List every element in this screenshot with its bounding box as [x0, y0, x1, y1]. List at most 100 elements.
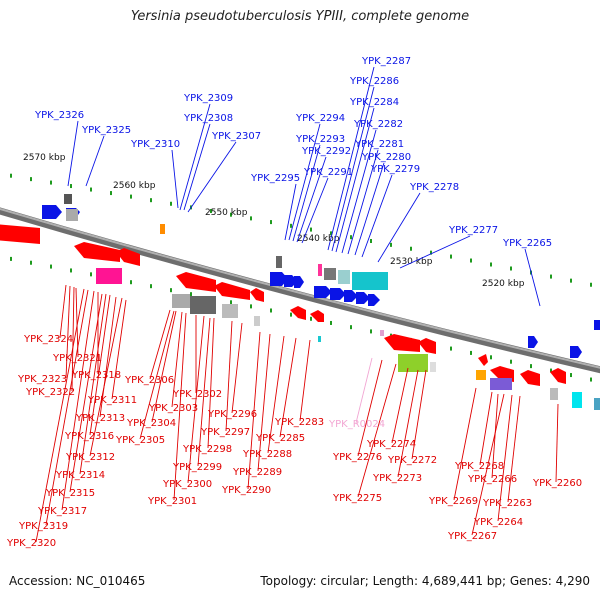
- tick-inner: [250, 304, 252, 309]
- gene-ypk-2285[interactable]: [290, 306, 306, 320]
- gene-label[interactable]: YPK_2326: [34, 110, 84, 121]
- tick-outer: [50, 180, 52, 185]
- gene-label[interactable]: YPK_2278: [409, 182, 459, 193]
- rna-gene-labels: YPK_R0024: [328, 357, 385, 430]
- gene-left-cluster[interactable]: [0, 224, 40, 244]
- gene-label[interactable]: YPK_2280: [361, 152, 411, 163]
- gene-label[interactable]: YPK_2268: [454, 461, 504, 472]
- label-leader-line: [67, 120, 79, 187]
- gene-label[interactable]: YPK_2304: [126, 418, 176, 429]
- gene-ypk-2261[interactable]: [594, 320, 600, 330]
- gene-label[interactable]: YPK_2324: [23, 334, 73, 345]
- gene-label[interactable]: YPK_2319: [18, 521, 68, 532]
- gene-ypk-2274[interactable]: [418, 338, 436, 354]
- gene-label[interactable]: YPK_2296: [207, 409, 257, 420]
- gene-label[interactable]: YPK_2277: [448, 225, 498, 236]
- gene-label[interactable]: YPK_2299: [172, 462, 222, 473]
- gene-label[interactable]: YPK_2265: [502, 238, 552, 249]
- gene-label[interactable]: YPK_2285: [255, 433, 305, 444]
- gene-label[interactable]: YPK_2281: [354, 139, 404, 150]
- gene-label[interactable]: YPK_2279: [370, 164, 420, 175]
- gene-label[interactable]: YPK_2273: [372, 473, 422, 484]
- gene-label[interactable]: YPK_2320: [6, 538, 56, 549]
- gene-label[interactable]: YPK_2269: [428, 496, 478, 507]
- gene-label[interactable]: YPK_2322: [25, 387, 75, 398]
- gene-label[interactable]: YPK_2321: [52, 353, 102, 364]
- gene-label[interactable]: YPK_2298: [182, 444, 232, 455]
- tick-inner: [30, 260, 32, 265]
- gene-ypk-2260[interactable]: [550, 368, 566, 384]
- gene-label[interactable]: YPK_2313: [75, 413, 125, 424]
- label-leader-line: [207, 317, 215, 449]
- gene-label[interactable]: YPK_2315: [45, 488, 95, 499]
- gene-ypk-2263[interactable]: [520, 370, 540, 386]
- gene-label[interactable]: YPK_2286: [349, 76, 399, 87]
- gene-ypk-2295[interactable]: [270, 272, 288, 286]
- gene-ypk-2287[interactable]: [314, 286, 332, 298]
- gene-label[interactable]: YPK_2287: [361, 56, 411, 67]
- gene-label[interactable]: YPK_2275: [332, 493, 382, 504]
- gene-label[interactable]: YPK_R0024: [328, 419, 385, 430]
- gene-ypk-2324[interactable]: [74, 242, 120, 262]
- gene-label[interactable]: YPK_2283: [274, 417, 324, 428]
- tick-inner: [290, 312, 292, 317]
- gene-ypk-2286[interactable]: [330, 288, 346, 300]
- label-leader-line: [301, 177, 329, 244]
- gene-label[interactable]: YPK_2297: [200, 427, 250, 438]
- gene-label[interactable]: YPK_2291: [303, 167, 353, 178]
- gene-ypk-2318[interactable]: [116, 248, 140, 266]
- gene-ypk-2262[interactable]: [570, 346, 582, 358]
- gene-ypk-2282[interactable]: [356, 292, 370, 304]
- gene-label[interactable]: YPK_2290: [221, 485, 271, 496]
- gene-label[interactable]: YPK_2276: [332, 452, 382, 463]
- gene-ypk-2276[interactable]: [384, 334, 420, 352]
- gene-label[interactable]: YPK_2318: [71, 370, 121, 381]
- gene-ypk-2269[interactable]: [478, 354, 488, 366]
- gene-label[interactable]: YPK_2314: [55, 470, 105, 481]
- gene-label[interactable]: YPK_2288: [242, 449, 292, 460]
- gene-label[interactable]: YPK_2293: [295, 134, 345, 145]
- gene-label[interactable]: YPK_2310: [130, 139, 180, 150]
- gene-label[interactable]: YPK_2260: [532, 478, 582, 489]
- gene-label[interactable]: YPK_2264: [473, 517, 523, 528]
- gene-ypk-2296[interactable]: [250, 288, 264, 302]
- gene-ypk-2281[interactable]: [368, 294, 380, 306]
- gene-label[interactable]: YPK_2306: [124, 375, 174, 386]
- scale-label: 2540 kbp: [297, 234, 340, 244]
- gene-label[interactable]: YPK_2294: [295, 113, 345, 124]
- tick-outer: [110, 191, 112, 196]
- gene-ypk-2284[interactable]: [344, 290, 358, 302]
- gene-label[interactable]: YPK_2302: [172, 389, 222, 400]
- gene-label[interactable]: YPK_2311: [87, 395, 137, 406]
- gene-ypk-2293[interactable]: [294, 276, 304, 288]
- gene-label[interactable]: YPK_2272: [387, 455, 437, 466]
- gene-label[interactable]: YPK_2325: [81, 125, 131, 136]
- gene-label[interactable]: YPK_2295: [250, 173, 300, 184]
- gene-ypk-2283[interactable]: [310, 310, 324, 322]
- gene-ypk-2265[interactable]: [528, 336, 538, 348]
- label-leader-line: [555, 403, 559, 483]
- gene-ypk-2326[interactable]: [42, 205, 62, 219]
- gene-label[interactable]: YPK_2300: [162, 479, 212, 490]
- tick-inner: [470, 350, 472, 355]
- gene-label[interactable]: YPK_2305: [115, 435, 165, 446]
- gene-label[interactable]: YPK_2301: [147, 496, 197, 507]
- gene-label[interactable]: YPK_2309: [183, 93, 233, 104]
- gene-label[interactable]: YPK_2267: [447, 531, 497, 542]
- gene-ypk-2311[interactable]: [176, 272, 216, 292]
- gene-label[interactable]: YPK_2308: [183, 113, 233, 124]
- gene-label[interactable]: YPK_2292: [301, 146, 351, 157]
- gene-label[interactable]: YPK_2263: [482, 498, 532, 509]
- gene-label[interactable]: YPK_2303: [148, 403, 198, 414]
- gene-label[interactable]: YPK_2316: [64, 431, 114, 442]
- gene-label[interactable]: YPK_2323: [17, 374, 67, 385]
- gene-label[interactable]: YPK_2274: [366, 439, 416, 450]
- gene-label[interactable]: YPK_2282: [353, 119, 403, 130]
- gene-label[interactable]: YPK_2307: [211, 131, 261, 142]
- gene-label[interactable]: YPK_2312: [65, 452, 115, 463]
- gene-label[interactable]: YPK_2317: [37, 506, 87, 517]
- gene-label[interactable]: YPK_2266: [467, 474, 517, 485]
- gene-ypk-2302[interactable]: [214, 282, 250, 300]
- gene-label[interactable]: YPK_2289: [232, 467, 282, 478]
- gene-label[interactable]: YPK_2284: [349, 97, 399, 108]
